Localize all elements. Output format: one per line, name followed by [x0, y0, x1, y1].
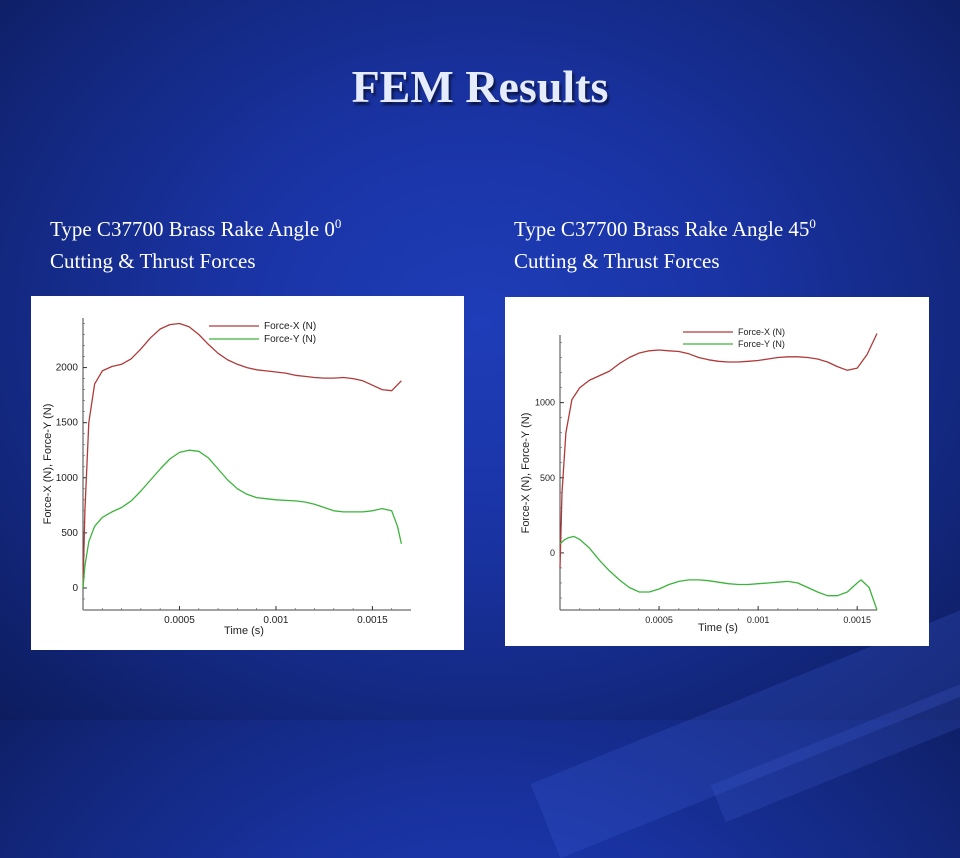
series-line-force-y: [559, 535, 878, 611]
force-chart-rake-45: 0 500 1000 0.0005 0.001 0.0015 Time (s) Force-X…: [520, 327, 878, 634]
y-tick-label: 1000: [56, 473, 79, 484]
force-chart-rake-0: 0 500 1000 1500 2000 0.0005 0.001 0.0015 Time (s…: [42, 318, 411, 637]
chart-panel-rake-0: 0 500 1000 1500 2000 0.0005 0.001 0.0015 Time (s…: [31, 296, 464, 650]
y-tick-label: 500: [61, 528, 78, 539]
chart-panel-rake-45: 0 500 1000 0.0005 0.001 0.0015 Time (s) Force-X…: [505, 297, 929, 646]
x-tick-label: 0.001: [263, 615, 288, 626]
x-tick-label: 0.0005: [645, 615, 673, 625]
x-tick-label: 0.0005: [164, 615, 195, 626]
y-tick-label: 500: [540, 473, 555, 483]
x-axis-label: Time (s): [698, 622, 738, 634]
caption-line-1: Type C37700 Brass Rake Angle 450: [514, 216, 816, 241]
series-line-force-x: [82, 322, 402, 589]
y-axis-label: Force-X (N), Force-Y (N): [42, 404, 54, 525]
series-line-force-x: [559, 333, 878, 568]
caption-line-2: Cutting & Thrust Forces: [514, 249, 720, 273]
legend-label: Force-X (N): [738, 327, 785, 337]
series-line-force-y: [82, 449, 403, 589]
legend-label: Force-Y (N): [264, 334, 316, 345]
slide-title: FEM Results: [351, 61, 609, 112]
y-tick-label: 1000: [535, 398, 555, 408]
chart-caption-left: Type C37700 Brass Rake Angle 00 Cutting …: [50, 208, 470, 277]
y-tick-label: 2000: [56, 363, 79, 374]
caption-line-2: Cutting & Thrust Forces: [50, 249, 256, 273]
x-tick-label: 0.0015: [357, 615, 388, 626]
x-axis-label: Time (s): [224, 625, 264, 637]
legend-label: Force-Y (N): [738, 339, 785, 349]
chart-caption-right: Type C37700 Brass Rake Angle 450 Cutting…: [514, 208, 944, 277]
y-tick-label: 0: [72, 583, 78, 594]
x-tick-label: 0.001: [747, 615, 770, 625]
legend-label: Force-X (N): [264, 321, 316, 332]
caption-line-1: Type C37700 Brass Rake Angle 00: [50, 216, 342, 241]
x-tick-label: 0.0015: [843, 615, 871, 625]
y-axis-label: Force-X (N), Force-Y (N): [520, 413, 532, 534]
y-tick-label: 1500: [56, 418, 79, 429]
y-tick-label: 0: [550, 548, 555, 558]
